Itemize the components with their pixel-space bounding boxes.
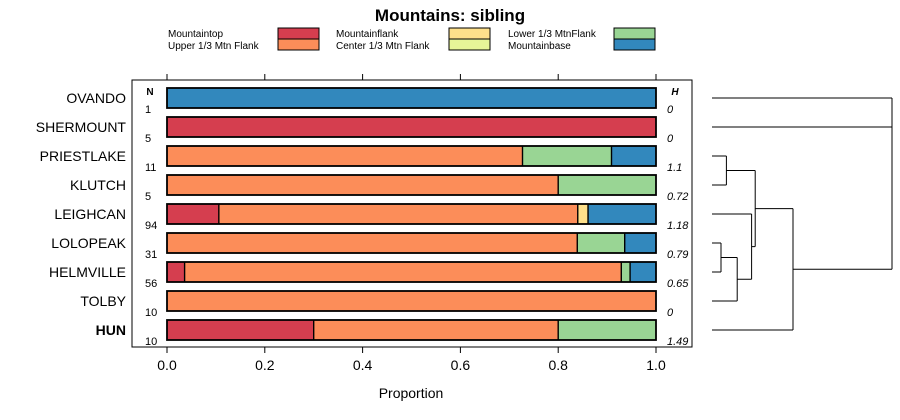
bar-segment: [522, 146, 612, 166]
row-label: KLUTCH: [70, 177, 126, 193]
bar-segment: [167, 117, 656, 137]
bar-outline: [166, 290, 657, 312]
bar-segment: [167, 146, 523, 166]
bar-segment: [558, 175, 656, 195]
bar-segment: [167, 262, 185, 282]
bar-outline: [166, 261, 657, 283]
x-axis: 0.0 0.2 0.4 0.6 0.8 1.0: [157, 74, 666, 373]
bar-segment: [624, 233, 656, 253]
bar-segment: [167, 320, 314, 340]
legend-label: Mountainbase: [508, 41, 571, 52]
legend-label: Upper 1/3 Mtn Flank: [168, 41, 260, 52]
n-value: 11: [145, 162, 156, 174]
x-axis-label: Proportion: [379, 385, 444, 401]
bar-outline: [166, 203, 657, 225]
x-tick-label: 0.2: [255, 357, 275, 373]
bar-segment: [630, 262, 656, 282]
x-tick-label: 0.6: [451, 357, 471, 373]
h-value: 1.18: [667, 220, 689, 232]
h-value: 0: [667, 104, 674, 116]
legend-swatch: [277, 27, 320, 40]
h-value: 1.49: [667, 336, 688, 348]
n-value: 56: [145, 278, 157, 290]
bar-segment: [218, 204, 578, 224]
n-value: 31: [145, 249, 157, 261]
row-label: SHERMOUNT: [36, 119, 127, 135]
h-value: 0: [667, 133, 674, 145]
bar-segment: [167, 175, 559, 195]
legend-swatch: [613, 38, 656, 51]
legend-swatch: [448, 27, 491, 40]
legend-swatch: [448, 38, 491, 51]
legend-label: Mountaintop: [168, 29, 223, 40]
h-value: 0.65: [667, 278, 689, 290]
n-value: 94: [145, 220, 157, 232]
bar-outline: [166, 145, 657, 167]
n-value: 10: [145, 336, 157, 348]
bar-segment: [588, 204, 656, 224]
x-tick-label: 0.0: [157, 357, 177, 373]
bar-segment: [167, 291, 656, 311]
dendrogram: [712, 97, 893, 331]
h-value: 0.79: [667, 249, 688, 261]
bar-segment: [621, 262, 631, 282]
bars: [166, 87, 657, 341]
bar-outline: [166, 232, 657, 254]
h-value: 0.72: [667, 191, 688, 203]
n-value: 10: [145, 307, 157, 319]
n-value: 1: [145, 104, 151, 116]
row-label: HELMVILLE: [49, 264, 126, 280]
h-value: 1.1: [667, 162, 682, 174]
n-value: 5: [145, 191, 151, 203]
x-tick-label: 1.0: [646, 357, 666, 373]
x-tick-label: 0.4: [353, 357, 373, 373]
bar-outline: [166, 319, 657, 341]
bar-outline: [166, 116, 657, 138]
n-header: N: [146, 87, 153, 98]
bar-segment: [558, 320, 656, 340]
plot-frame: [131, 79, 693, 348]
legend-swatch: [277, 38, 320, 51]
x-tick-label: 0.8: [548, 357, 568, 373]
bar-segment: [577, 204, 589, 224]
h-value: 0: [667, 307, 674, 319]
bar-segment: [577, 233, 625, 253]
n-value: 5: [145, 133, 151, 145]
row-label: PRIESTLAKE: [40, 148, 126, 164]
row-label: OVANDO: [66, 90, 126, 106]
bar-segment: [611, 146, 656, 166]
legend-label: Lower 1/3 MtnFlank: [508, 29, 597, 40]
row-label: HUN: [96, 322, 126, 338]
legend-swatch: [613, 27, 656, 40]
bar-segment: [167, 233, 578, 253]
row-label: LOLOPEAK: [51, 235, 126, 251]
h-header: H: [671, 87, 679, 98]
legend-label: Center 1/3 Mtn Flank: [336, 41, 430, 52]
bar-segment: [184, 262, 622, 282]
bar-segment: [167, 204, 219, 224]
bar-outline: [166, 174, 657, 196]
bar-segment: [313, 320, 559, 340]
row-label: LEIGHCAN: [54, 206, 126, 222]
bar-segment: [167, 88, 656, 108]
bar-outline: [166, 87, 657, 109]
row-label: TOLBY: [80, 293, 126, 309]
legend-label: Mountainflank: [336, 29, 399, 40]
chart-title: Mountains: sibling: [375, 6, 525, 25]
